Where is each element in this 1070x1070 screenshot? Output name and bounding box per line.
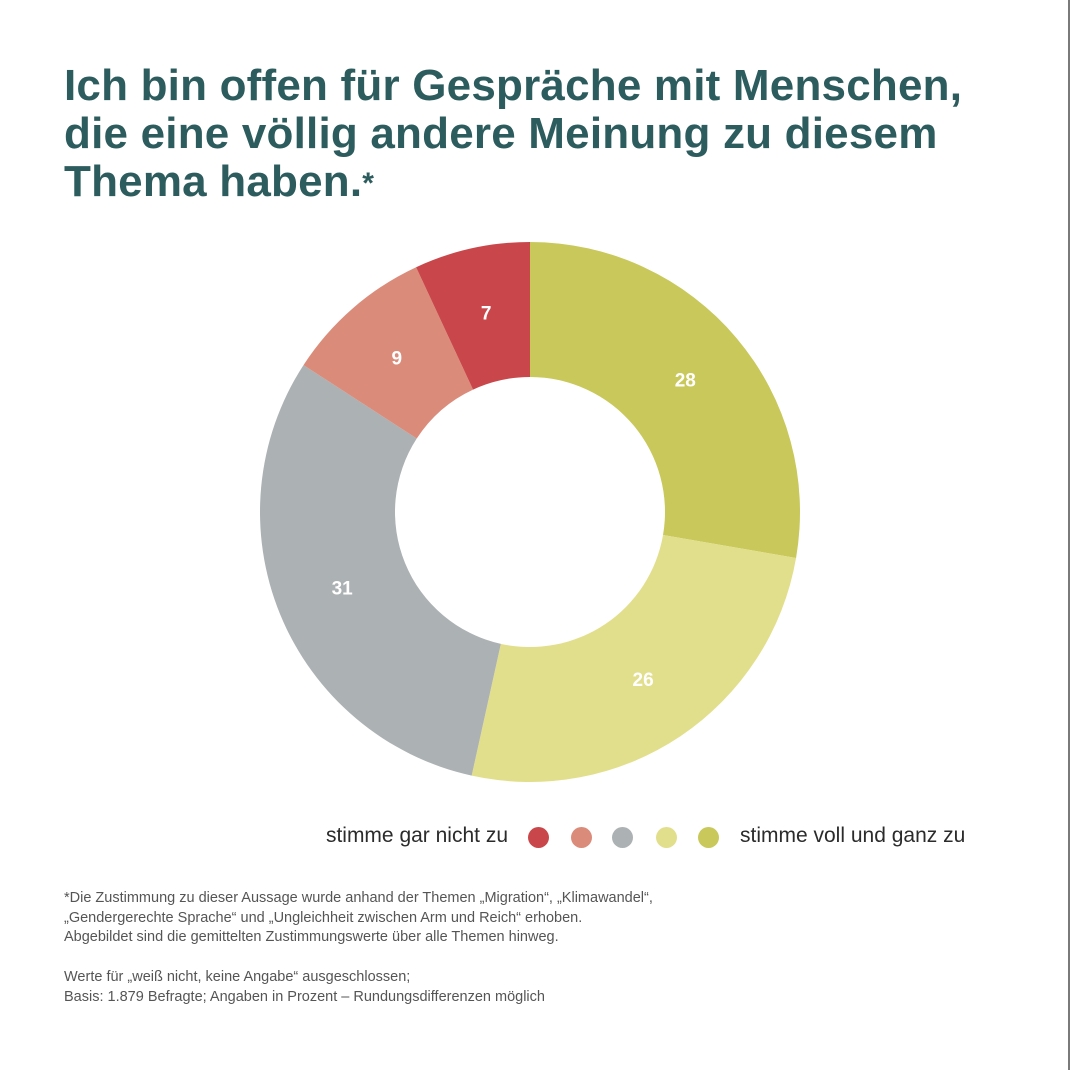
- footnote-basis: Werte für „weiß nicht, keine Angabe“ aus…: [64, 968, 824, 1007]
- title-line-3: Thema haben.: [64, 157, 363, 206]
- footnote-line: Abgebildet sind die gemittelten Zustimmu…: [64, 929, 559, 945]
- title-line-2: die eine völlig andere Meinung zu diesem: [64, 109, 938, 158]
- slice-value-label: 9: [392, 348, 403, 369]
- page-edge-rule: [1068, 0, 1070, 1070]
- footnote-line: „Gendergerechte Sprache“ und „Ungleichhe…: [64, 909, 583, 926]
- legend-dot-5: [698, 827, 719, 848]
- title-asterisk: *: [362, 167, 375, 200]
- legend-left-label: stimme gar nicht zu: [325, 824, 508, 847]
- donut-slice-31: [260, 365, 501, 776]
- donut-labels: 28 26 31 9 7: [332, 303, 696, 691]
- title-line-1: Ich bin offen für Gespräche mit Menschen…: [64, 61, 963, 110]
- legend-dot-2: [571, 827, 592, 848]
- donut-slice-7: [416, 242, 530, 390]
- donut-chart: 28 26 31 9 7: [260, 242, 800, 782]
- legend-dot-3: [612, 827, 633, 848]
- donut-slice-26: [471, 534, 797, 782]
- donut-svg: 28 26 31 9 7: [260, 242, 800, 782]
- footnote-topics: *Die Zustimmung zu dieser Aussage wurde …: [64, 889, 824, 948]
- chart-title: Ich bin offen für Gespräche mit Menschen…: [64, 62, 1004, 206]
- donut-slice-9: [303, 267, 474, 439]
- footnote-line: Werte für „weiß nicht, keine Angabe“ aus…: [64, 969, 411, 985]
- slice-value-label: 26: [633, 670, 654, 691]
- donut-slices: [260, 242, 800, 782]
- legend-right-label: stimme voll und ganz zu: [740, 824, 966, 847]
- donut-slice-28: [530, 242, 800, 558]
- footnote-line: *Die Zustimmung zu dieser Aussage wurde …: [64, 890, 653, 906]
- legend-dot-1: [528, 827, 549, 848]
- footnote-line: Basis: 1.879 Befragte; Angaben in Prozen…: [64, 988, 545, 1005]
- slice-value-label: 31: [332, 578, 354, 599]
- slice-value-label: 28: [675, 371, 696, 392]
- legend: stimme gar nicht zu stimme voll und ganz…: [0, 820, 1070, 854]
- slice-value-label: 7: [481, 303, 492, 324]
- legend-dot-4: [656, 827, 677, 848]
